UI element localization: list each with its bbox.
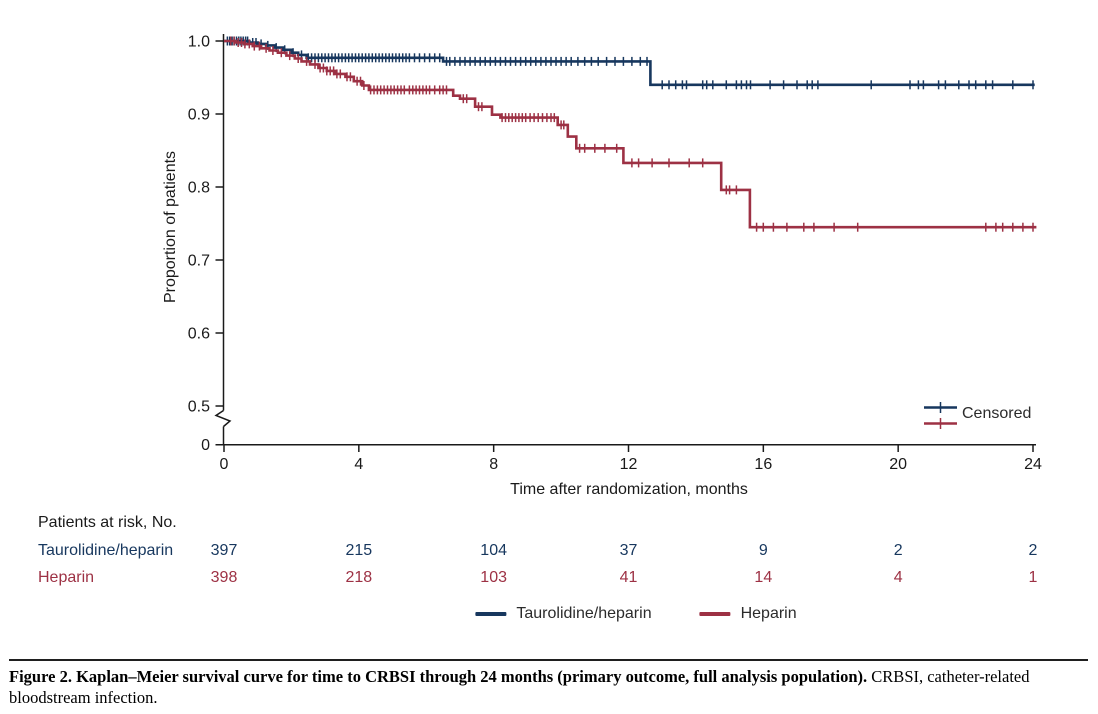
y-tick-label: 0.7 — [188, 253, 210, 270]
y-tick-label: 0.8 — [188, 180, 210, 197]
x-tick-label: 8 — [489, 456, 498, 473]
figure-caption: Figure 2. Kaplan–Meier survival curve fo… — [9, 659, 1088, 708]
risk-value: 4 — [893, 569, 903, 586]
y-tick-label: 0.5 — [188, 399, 210, 416]
figure-caption-bold: Figure 2. Kaplan–Meier survival curve fo… — [9, 667, 868, 686]
x-tick-label: 20 — [889, 456, 907, 473]
risk-value: 218 — [345, 569, 373, 586]
risk-value: 104 — [480, 542, 508, 559]
risk-value: 9 — [758, 542, 768, 559]
x-tick-label: 0 — [220, 456, 229, 473]
risk-value: 215 — [345, 542, 373, 559]
x-tick-label: 24 — [1024, 456, 1042, 473]
censor-marks-taurolidine-heparin — [226, 36, 1034, 90]
censor-marks-heparin — [229, 36, 1034, 232]
legend-item-taurolidine-heparin: Taurolidine/heparin — [475, 605, 652, 623]
risk-value: 103 — [480, 569, 508, 586]
series-curve-heparin — [224, 39, 1037, 229]
risk-value: 398 — [210, 569, 238, 586]
legend-label-taurolidine-heparin: Taurolidine/heparin — [516, 605, 652, 622]
risk-row-label-taurolidine-heparin: Taurolidine/heparin — [38, 542, 174, 559]
y-axis-title: Proportion of patients — [162, 150, 179, 304]
x-axis-title: Time after randomization, months — [510, 481, 748, 498]
risk-value: 2 — [893, 542, 903, 559]
bottom-legend: Taurolidine/heparin Heparin — [475, 605, 797, 623]
x-tick-label: 4 — [354, 456, 363, 473]
risk-value: 41 — [619, 569, 638, 586]
series-curve-taurolidine-heparin — [224, 39, 1035, 87]
y-tick-label: 1.0 — [188, 34, 210, 51]
y-tick-label: 0.6 — [188, 326, 210, 343]
y-axis-break-icon — [214, 409, 232, 428]
x-tick-label: 12 — [620, 456, 638, 473]
legend-item-heparin: Heparin — [699, 605, 797, 623]
x-tick-label: 16 — [754, 456, 772, 473]
km-plot-canvas: 1.0 0.9 0.8 0.7 0.6 0.5 00 4 8 12 16 20 24 — [188, 34, 1042, 474]
y-tick-label: 0.9 — [188, 107, 210, 124]
risk-value: 14 — [754, 569, 773, 586]
risk-value: 37 — [619, 542, 638, 559]
figure-caption-regular: CRBSI, catheter-related bloodstream infe… — [9, 667, 1030, 707]
risk-value: 1 — [1028, 569, 1038, 586]
taurolidine-heparin-swatch-icon — [475, 612, 507, 616]
risk-value: 397 — [210, 542, 238, 559]
risk-row-label-heparin: Heparin — [38, 569, 95, 586]
y-tick-label-zero: 0 — [201, 437, 210, 454]
heparin-swatch-icon — [699, 612, 731, 616]
censored-legend-label: Censored — [962, 405, 1032, 422]
risk-value: 2 — [1028, 542, 1038, 559]
risk-table-header: Patients at risk, No. — [38, 514, 177, 531]
legend-label-heparin: Heparin — [740, 605, 797, 622]
